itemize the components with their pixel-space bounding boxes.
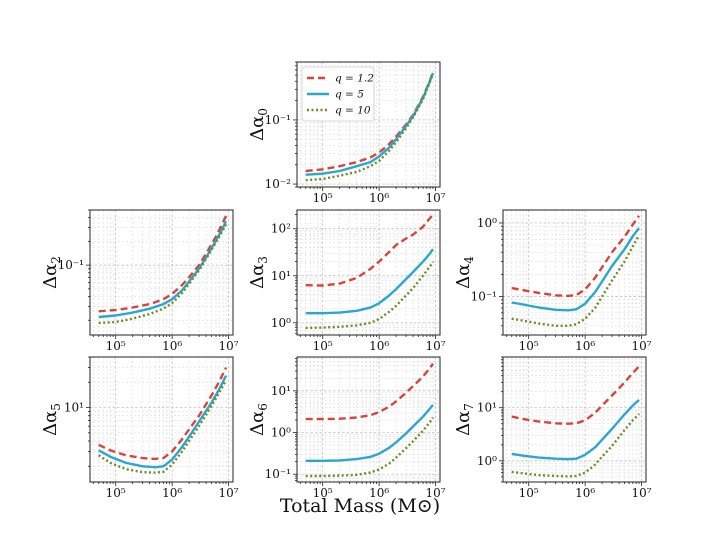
plot-frame: [296, 209, 441, 336]
series-line-q5: [305, 404, 434, 462]
legend-box: [301, 66, 375, 122]
series-line-q5: [305, 248, 434, 315]
x-tick-label: 10⁶: [162, 486, 182, 500]
x-tick-label: 10⁶: [575, 339, 595, 353]
y-tick-label: 10¹: [271, 269, 291, 283]
y-tick-label: 10⁻¹: [58, 258, 84, 272]
plot-frame: [89, 356, 234, 483]
y-tick-label: 10¹: [271, 384, 291, 398]
series-line-q1-2: [98, 366, 228, 461]
plot-frame: [502, 209, 647, 336]
plot-frame: [89, 209, 234, 336]
series-line-q10: [305, 73, 435, 182]
x-tick-label: 10⁶: [369, 339, 389, 353]
y-tick-label: 10⁰: [477, 454, 497, 468]
y-axis-label: Δα7: [453, 403, 476, 436]
x-tick-label: 10⁵: [519, 486, 539, 500]
x-tick-label: 10⁵: [313, 486, 333, 500]
figure-x-axis-label: Total Mass (M⊙): [280, 495, 440, 517]
series-line-q5: [98, 220, 228, 319]
y-axis-label: Δα4: [453, 256, 476, 289]
series-line-q1-2: [305, 213, 434, 287]
series-line-q1-2: [305, 362, 434, 421]
grid: [503, 210, 646, 335]
grid: [503, 357, 646, 482]
series-line-q10: [305, 416, 435, 478]
x-tick-label: 10⁶: [369, 191, 389, 205]
y-axis-label: Δα6: [247, 403, 270, 436]
x-tick-label: 10⁵: [106, 339, 126, 353]
x-tick-label: 10⁶: [575, 486, 595, 500]
y-tick-label: 10²: [271, 222, 291, 236]
y-axis-label: Δα0: [247, 108, 270, 141]
x-tick-label: 10⁷: [425, 486, 445, 500]
series-line-q1-2: [98, 215, 228, 313]
y-tick-label: 10⁰: [271, 426, 291, 440]
x-tick-label: 10⁶: [162, 339, 182, 353]
series-line-q5: [98, 375, 228, 469]
y-axis-label: Δα3: [247, 256, 270, 289]
y-tick-label: 10⁻²: [265, 177, 292, 191]
chart-panel-3: 10⁵ 10⁶ 10⁷ 10⁰ 10¹ 10² Δα3: [247, 209, 446, 353]
y-axis-label: Δα5: [40, 403, 63, 436]
series-line-q5: [511, 227, 640, 312]
plot-frame: [296, 356, 441, 483]
x-tick-label: 10⁵: [519, 339, 539, 353]
y-tick-label: 10¹: [477, 401, 497, 415]
grid: [297, 210, 440, 335]
series-line-q1-2: [511, 365, 640, 425]
y-tick-label: 10⁰: [271, 316, 291, 330]
y-tick-label: 10⁻¹: [265, 467, 291, 481]
y-tick-label: 10¹: [64, 401, 84, 415]
x-tick-label: 10⁷: [425, 339, 445, 353]
x-tick-label: 10⁷: [631, 339, 651, 353]
legend-label: q = 5: [335, 89, 364, 101]
plot-frame: [296, 61, 441, 188]
series-line-q10: [511, 413, 640, 478]
x-tick-label: 10⁵: [313, 191, 333, 205]
series-line-q10: [511, 234, 641, 327]
series-line-q10: [98, 223, 228, 325]
plot-frame: [502, 356, 647, 483]
x-tick-label: 10⁷: [631, 486, 651, 500]
y-axis-label: Δα2: [40, 256, 63, 289]
legend: q = 1.2 q = 5 q = 10: [301, 66, 375, 122]
y-tick-label: 10⁻¹: [265, 113, 291, 127]
y-tick-label: 10⁰: [477, 216, 497, 230]
legend-label: q = 10: [335, 105, 371, 117]
x-tick-label: 10⁷: [218, 486, 238, 500]
series-line-q10: [305, 260, 435, 330]
x-tick-label: 10⁵: [313, 339, 333, 353]
y-tick-label: 10⁻¹: [471, 290, 497, 304]
x-tick-label: 10⁵: [106, 486, 126, 500]
x-tick-label: 10⁷: [218, 339, 238, 353]
x-tick-label: 10⁷: [425, 191, 445, 205]
series-line-q5: [511, 399, 640, 461]
series-line-q1-2: [511, 215, 640, 298]
legend-label: q = 1.2: [335, 73, 374, 85]
chart-panel-4: 10⁵ 10⁶ 10⁷ 10⁻¹ 10⁰ Δα4: [453, 209, 652, 353]
x-tick-label: 10⁶: [369, 486, 389, 500]
grid: [90, 357, 233, 482]
